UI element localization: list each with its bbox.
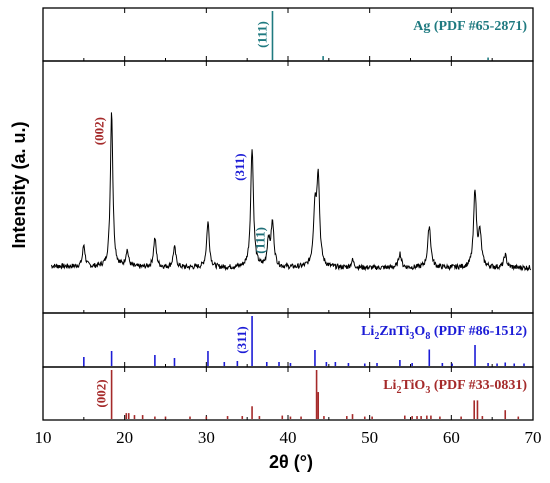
reference-label-part: 2 (374, 331, 379, 342)
li2tio3-reference-panel: Li2TiO3 (PDF #33-0831) (002) (94, 370, 527, 419)
reference-label-part: TiO (401, 378, 425, 393)
reference-peak-label: (002) (94, 379, 109, 407)
x-tick-label: 40 (280, 428, 297, 447)
panel-frames (42, 7, 534, 421)
x-axis-title: 2θ (°) (269, 452, 313, 472)
panel-frame-ag (42, 7, 534, 62)
peak-annotation: (311) (232, 153, 247, 180)
ag-reference-panel: Ag (PDF #65-2871) (111) (254, 11, 527, 60)
y-axis-title: Intensity (a. u.) (9, 121, 29, 248)
reference-label-part: O (414, 324, 425, 339)
reference-label: Li2TiO3 (PDF #33-0831) (383, 378, 527, 396)
peak-annotation: (002) (92, 117, 107, 145)
reference-peak-label: (311) (234, 326, 249, 353)
reference-label-part: 3 (409, 331, 414, 342)
x-tick-label: 10 (35, 428, 52, 447)
xrd-pattern-line (50, 112, 532, 272)
xrd-pattern-panel: (002) (311) (111) (50, 112, 532, 272)
x-tick-label: 30 (198, 428, 215, 447)
reference-label-part: 8 (425, 331, 430, 342)
x-tick-label: 60 (443, 428, 460, 447)
reference-label-part: Li (383, 378, 396, 393)
reference-label: Ag (PDF #65-2871) (413, 19, 527, 34)
panel-frame-lzt (42, 312, 534, 368)
x-axis: 10 20 30 40 50 60 70 (35, 428, 542, 447)
x-tick-label: 50 (361, 428, 378, 447)
reference-label-part: Li (361, 324, 374, 339)
reference-label-part: 3 (425, 385, 430, 396)
reference-label-part: ZnTi (379, 324, 409, 339)
panel-frame-main (42, 60, 534, 314)
reference-peak-label: (111) (254, 21, 269, 48)
reference-label-part: (PDF #33-0831) (430, 378, 527, 393)
reference-label-part: (PDF #86-1512) (430, 324, 527, 339)
x-tick-label: 20 (116, 428, 133, 447)
li2zntio8-reference-panel: Li2ZnTi3O8 (PDF #86-1512) (311) (83, 316, 527, 366)
reference-label: Li2ZnTi3O8 (PDF #86-1512) (361, 324, 527, 342)
reference-label-part: 2 (396, 385, 401, 396)
peak-annotation: (111) (252, 227, 267, 254)
panel-frame-lto (42, 366, 534, 421)
x-tick-label: 70 (525, 428, 542, 447)
